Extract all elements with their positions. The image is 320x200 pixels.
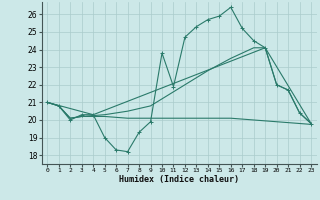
X-axis label: Humidex (Indice chaleur): Humidex (Indice chaleur) xyxy=(119,175,239,184)
